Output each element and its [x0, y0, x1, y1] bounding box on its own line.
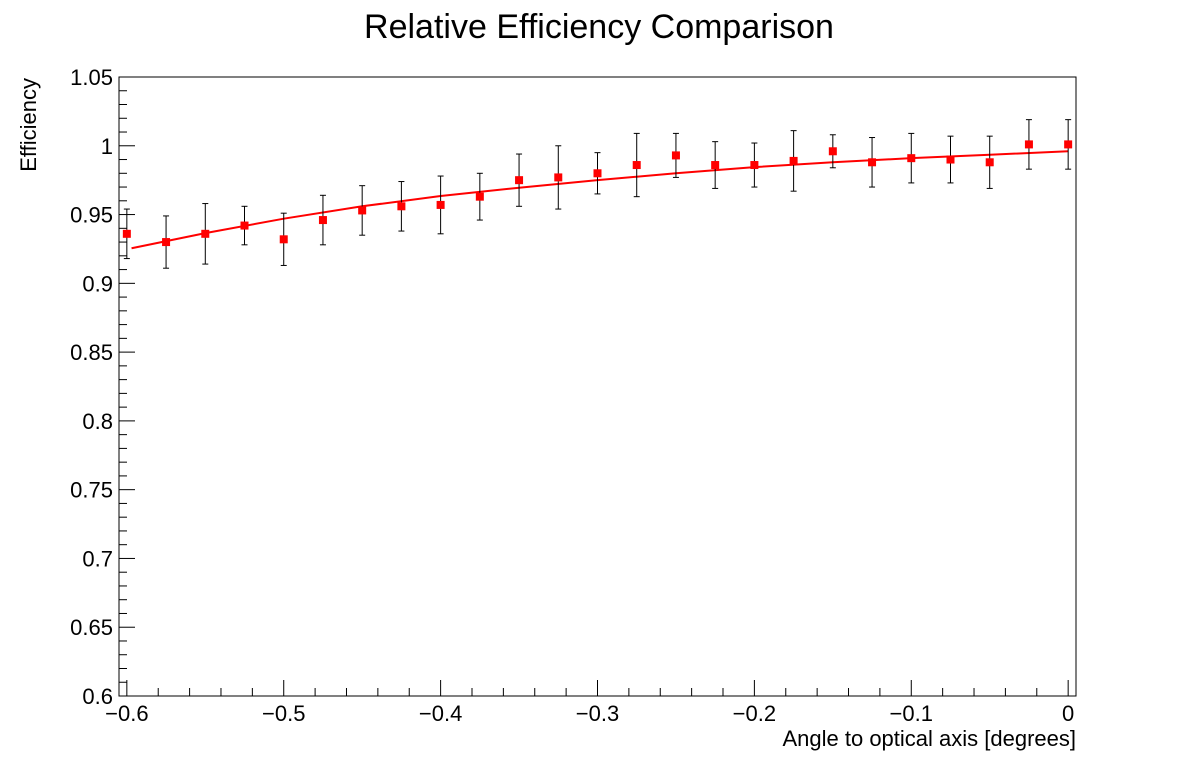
- y-tick-label: 0.6: [82, 684, 113, 709]
- data-point: [907, 132, 916, 184]
- data-point: [318, 194, 327, 246]
- data-point: [1064, 119, 1073, 170]
- data-marker: [279, 235, 288, 244]
- data-marker: [593, 169, 602, 178]
- data-point: [868, 137, 877, 188]
- data-marker: [397, 202, 406, 211]
- data-marker: [358, 206, 367, 215]
- data-points-layer: [122, 119, 1073, 269]
- data-point: [671, 132, 680, 178]
- y-axis-title: Efficiency: [16, 78, 41, 172]
- data-marker: [711, 161, 720, 170]
- data-marker: [436, 200, 445, 209]
- y-tick-label: 0.8: [82, 409, 113, 434]
- fit-curve: [131, 150, 1069, 250]
- data-marker: [907, 154, 916, 163]
- data-point: [789, 130, 798, 192]
- data-marker: [475, 192, 484, 201]
- data-marker: [122, 229, 131, 238]
- y-tick-label: 0.85: [70, 340, 113, 365]
- data-point: [515, 153, 524, 207]
- data-marker: [201, 229, 210, 238]
- y-tick-label: 0.65: [70, 615, 113, 640]
- data-point: [162, 215, 171, 269]
- data-point: [828, 134, 837, 169]
- data-point: [1024, 119, 1033, 170]
- x-tick-label: −0.5: [262, 701, 305, 726]
- data-point: [122, 208, 131, 260]
- data-marker: [946, 155, 955, 164]
- data-point: [750, 142, 759, 188]
- data-marker: [671, 151, 680, 160]
- data-point: [475, 172, 484, 221]
- y-axis-ticks: 0.6 0.65 0.7 0.75 0.8 0.85 0.9 0.95 1 1.05: [70, 65, 135, 709]
- x-tick-label: −0.6: [105, 701, 148, 726]
- x-tick-label: 0: [1062, 701, 1074, 726]
- fit-curve-layer: [131, 150, 1069, 250]
- data-marker: [240, 221, 249, 230]
- x-tick-label: −0.3: [576, 701, 619, 726]
- x-axis-title: Angle to optical axis [degrees]: [782, 726, 1076, 751]
- chart-title: Relative Efficiency Comparison: [364, 8, 834, 46]
- data-point: [201, 203, 210, 265]
- data-marker: [318, 216, 327, 225]
- data-marker: [750, 161, 759, 170]
- data-marker: [1064, 140, 1073, 149]
- y-tick-label: 0.75: [70, 478, 113, 503]
- data-marker: [632, 161, 641, 170]
- data-marker: [985, 158, 994, 167]
- data-marker: [868, 158, 877, 167]
- x-tick-label: −0.1: [890, 701, 933, 726]
- x-tick-label: −0.4: [419, 701, 462, 726]
- data-point: [397, 181, 406, 232]
- data-point: [985, 135, 994, 189]
- data-point: [436, 175, 445, 235]
- data-point: [554, 145, 563, 210]
- data-marker: [554, 173, 563, 182]
- data-marker: [789, 156, 798, 165]
- data-point: [946, 135, 955, 184]
- x-axis-ticks: −0.6 −0.5 −0.4 −0.3 −0.2 −0.1 0: [105, 680, 1074, 726]
- y-tick-label: 0.7: [82, 546, 113, 571]
- data-point: [240, 205, 249, 246]
- y-tick-label: 1: [101, 134, 113, 159]
- data-point: [593, 152, 602, 195]
- data-marker: [828, 147, 837, 156]
- data-marker: [1024, 140, 1033, 149]
- data-point: [279, 212, 288, 266]
- y-tick-label: 0.9: [82, 271, 113, 296]
- data-point: [358, 185, 367, 236]
- data-point: [711, 141, 720, 189]
- x-tick-label: −0.2: [733, 701, 776, 726]
- data-marker: [515, 176, 524, 185]
- data-point: [632, 132, 641, 198]
- y-tick-label: 0.95: [70, 203, 113, 228]
- data-marker: [162, 238, 171, 247]
- y-tick-label: 1.05: [70, 65, 113, 90]
